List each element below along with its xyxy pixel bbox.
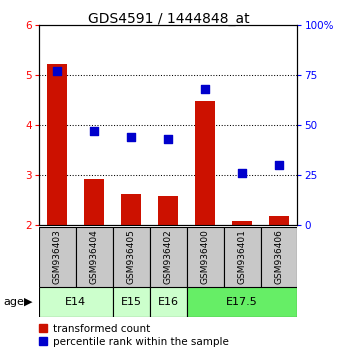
Bar [232, 221, 252, 225]
Bar [39, 287, 113, 317]
Point [239, 170, 245, 176]
Text: GSM936402: GSM936402 [164, 229, 173, 284]
Bar [150, 287, 187, 317]
Point [92, 128, 97, 133]
Point [202, 86, 208, 92]
Text: GSM936405: GSM936405 [127, 229, 136, 284]
Bar [113, 227, 150, 287]
Text: E17.5: E17.5 [226, 297, 258, 307]
Bar [76, 227, 113, 287]
Point [128, 134, 134, 139]
Bar [47, 64, 68, 225]
Text: age: age [3, 297, 24, 307]
Bar [269, 216, 289, 225]
Point [276, 162, 282, 168]
Bar [121, 194, 141, 225]
Text: E16: E16 [158, 297, 179, 307]
Point [55, 68, 60, 74]
Bar [113, 287, 150, 317]
Text: GSM936406: GSM936406 [274, 229, 284, 284]
Text: GSM936401: GSM936401 [238, 229, 246, 284]
Text: GSM936403: GSM936403 [53, 229, 62, 284]
Text: E15: E15 [121, 297, 142, 307]
Bar [187, 227, 223, 287]
Text: GSM936400: GSM936400 [200, 229, 210, 284]
Text: E14: E14 [65, 297, 87, 307]
Bar [84, 179, 104, 225]
Legend: transformed count, percentile rank within the sample: transformed count, percentile rank withi… [39, 324, 228, 347]
Bar [195, 101, 215, 225]
Text: GDS4591 / 1444848_at: GDS4591 / 1444848_at [88, 12, 250, 27]
Bar [150, 227, 187, 287]
Text: ▶: ▶ [24, 297, 33, 307]
Bar [261, 227, 297, 287]
Point [166, 136, 171, 142]
Bar [158, 196, 178, 225]
Bar [187, 287, 297, 317]
Text: GSM936404: GSM936404 [90, 229, 99, 284]
Bar [223, 227, 261, 287]
Bar [39, 227, 76, 287]
